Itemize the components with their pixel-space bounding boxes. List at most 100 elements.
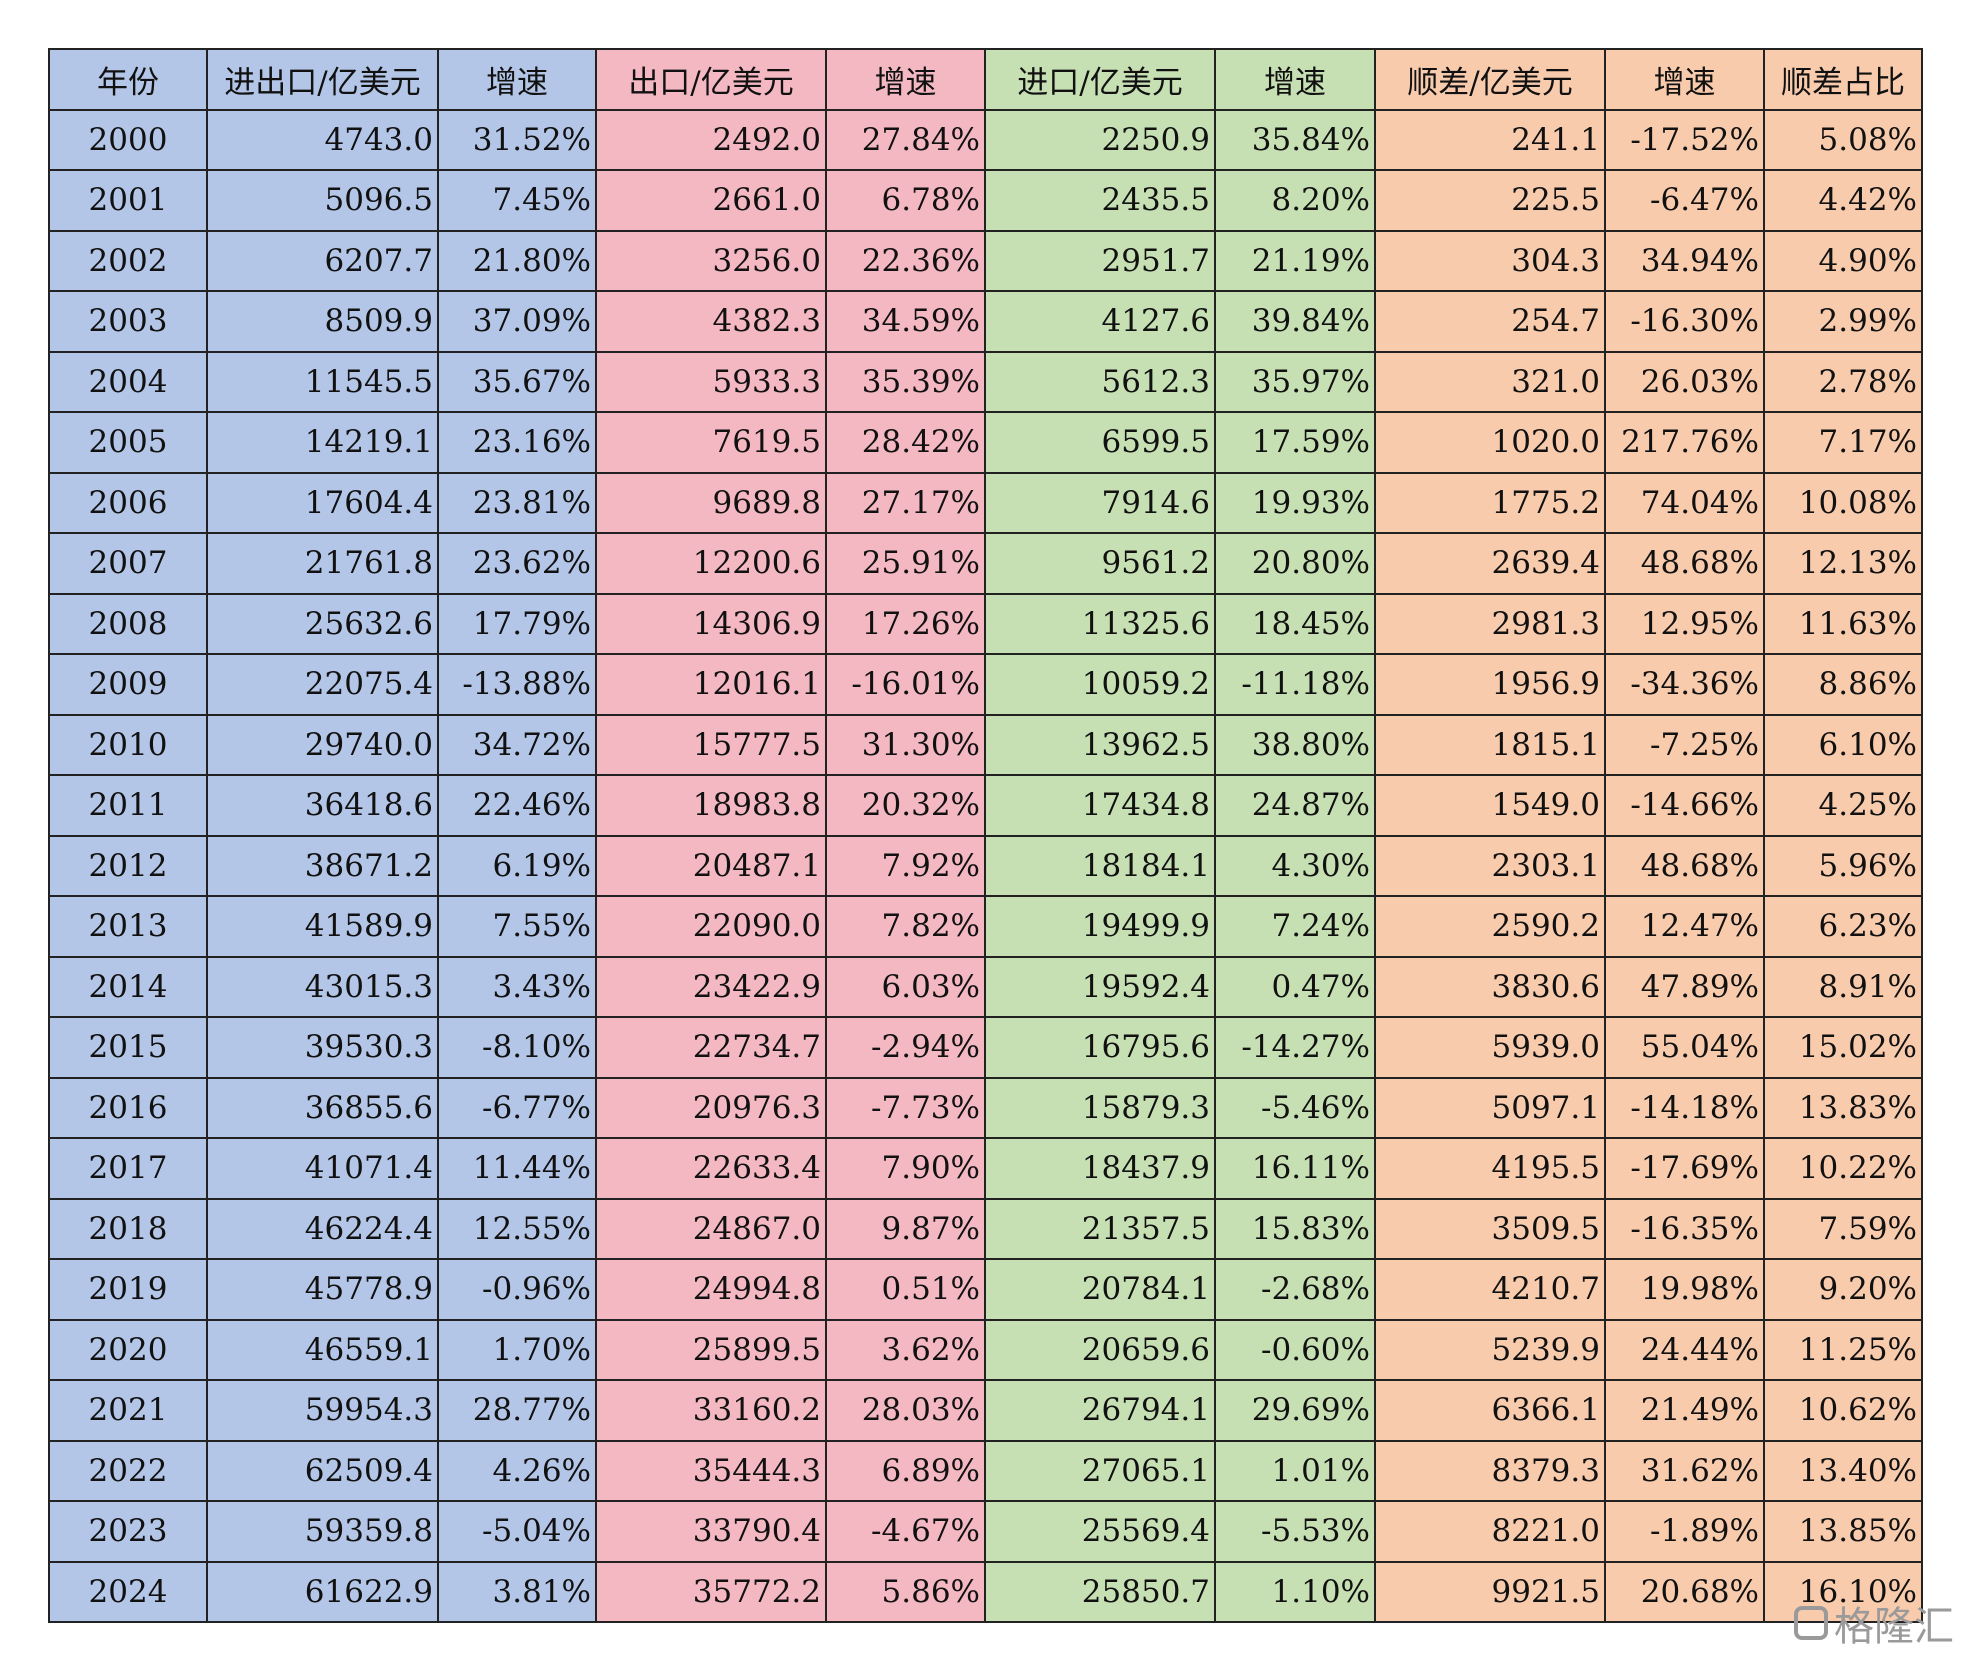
table-row: 2008 25632.6 17.79% 14306.9 17.26% 11325.6 18.… bbox=[48, 592, 1923, 655]
watermark: 格隆汇 bbox=[1794, 1594, 1954, 1652]
table-row: 2002 6207.7 21.80% 3256.0 22.36% 2951.7 21.19%… bbox=[48, 229, 1923, 292]
table-cell: 34.94% bbox=[1604, 229, 1765, 292]
table-cell: 18.45% bbox=[1214, 592, 1376, 655]
table-cell: 25632.6 bbox=[206, 592, 439, 655]
table-cell: 26794.1 bbox=[984, 1379, 1216, 1442]
table-cell: 1020.0 bbox=[1374, 411, 1606, 474]
table-cell: -5.53% bbox=[1214, 1500, 1376, 1563]
table-row: 2017 41071.4 11.44% 22633.4 7.90% 18437.9 16.1… bbox=[48, 1137, 1923, 1200]
table-cell: -16.01% bbox=[825, 653, 986, 716]
table-cell: 28.42% bbox=[825, 411, 986, 474]
table-cell: 2001 bbox=[48, 169, 208, 232]
table-body: 2000 4743.0 31.52% 2492.0 27.84% 2250.9 35.84%… bbox=[48, 108, 1923, 1623]
table-cell: 35.84% bbox=[1214, 108, 1376, 171]
table-cell: 34.72% bbox=[437, 713, 597, 776]
table-cell: 4.42% bbox=[1763, 169, 1923, 232]
table-cell: 6599.5 bbox=[984, 411, 1216, 474]
table-cell: 13.85% bbox=[1763, 1500, 1923, 1563]
table-cell: 48.68% bbox=[1604, 834, 1765, 897]
table-cell: 8.86% bbox=[1763, 653, 1923, 716]
table-cell: 13.40% bbox=[1763, 1439, 1923, 1502]
table-cell: 25569.4 bbox=[984, 1500, 1216, 1563]
table-cell: 8.20% bbox=[1214, 169, 1376, 232]
table-cell: 24.44% bbox=[1604, 1318, 1765, 1381]
table-cell: 12.95% bbox=[1604, 592, 1765, 655]
table-cell: 9561.2 bbox=[984, 532, 1216, 595]
header-cell: 增速 bbox=[1604, 48, 1765, 111]
table-row: 2007 21761.8 23.62% 12200.6 25.91% 9561.2 20.8… bbox=[48, 532, 1923, 595]
header-cell: 出口/亿美元 bbox=[595, 48, 827, 111]
table-cell: 9921.5 bbox=[1374, 1560, 1606, 1623]
table-cell: 4382.3 bbox=[595, 290, 827, 353]
table-cell: -0.60% bbox=[1214, 1318, 1376, 1381]
table-cell: 55.04% bbox=[1604, 1016, 1765, 1079]
table-cell: 11.25% bbox=[1763, 1318, 1923, 1381]
table-cell: 2024 bbox=[48, 1560, 208, 1623]
table-cell: 18184.1 bbox=[984, 834, 1216, 897]
table-cell: 21.49% bbox=[1604, 1379, 1765, 1442]
table-row: 2021 59954.3 28.77% 33160.2 28.03% 26794.1 29.… bbox=[48, 1379, 1923, 1442]
trade-table: 年份 进出口/亿美元 增速 出口/亿美元 增速 进口/亿美元 增速 顺差/亿美元 增速 顺差占比 … bbox=[48, 48, 1923, 1623]
table-cell: 2006 bbox=[48, 471, 208, 534]
watermark-text: 格隆汇 bbox=[1834, 1604, 1954, 1650]
table-cell: 4743.0 bbox=[206, 108, 439, 171]
table-cell: 2018 bbox=[48, 1197, 208, 1260]
table-cell: 225.5 bbox=[1374, 169, 1606, 232]
table-cell: 304.3 bbox=[1374, 229, 1606, 292]
table-cell: 0.47% bbox=[1214, 955, 1376, 1018]
table-cell: 2590.2 bbox=[1374, 895, 1606, 958]
table-cell: 2009 bbox=[48, 653, 208, 716]
table-cell: 7.82% bbox=[825, 895, 986, 958]
table-cell: 14306.9 bbox=[595, 592, 827, 655]
table-cell: 2002 bbox=[48, 229, 208, 292]
table-cell: 13.83% bbox=[1763, 1076, 1923, 1139]
table-cell: 9689.8 bbox=[595, 471, 827, 534]
table-cell: -4.67% bbox=[825, 1500, 986, 1563]
table-row: 2006 17604.4 23.81% 9689.8 27.17% 7914.6 19.93… bbox=[48, 471, 1923, 534]
table-cell: -2.68% bbox=[1214, 1258, 1376, 1321]
table-cell: -14.66% bbox=[1604, 774, 1765, 837]
table-cell: 17.26% bbox=[825, 592, 986, 655]
table-cell: 29.69% bbox=[1214, 1379, 1376, 1442]
table-cell: -0.96% bbox=[437, 1258, 597, 1321]
table-row: 2001 5096.5 7.45% 2661.0 6.78% 2435.5 8.20% 225… bbox=[48, 169, 1923, 232]
table-cell: 7.55% bbox=[437, 895, 597, 958]
table-cell: 6.03% bbox=[825, 955, 986, 1018]
table-cell: 17604.4 bbox=[206, 471, 439, 534]
table-cell: 0.51% bbox=[825, 1258, 986, 1321]
table-cell: 24867.0 bbox=[595, 1197, 827, 1260]
table-cell: 29740.0 bbox=[206, 713, 439, 776]
table-cell: -34.36% bbox=[1604, 653, 1765, 716]
table-cell: 2981.3 bbox=[1374, 592, 1606, 655]
table-cell: 27.17% bbox=[825, 471, 986, 534]
table-cell: 7.90% bbox=[825, 1137, 986, 1200]
table-cell: 18983.8 bbox=[595, 774, 827, 837]
table-cell: -6.47% bbox=[1604, 169, 1765, 232]
table-cell: 5096.5 bbox=[206, 169, 439, 232]
table-row: 2005 14219.1 23.16% 7619.5 28.42% 6599.5 17.59… bbox=[48, 411, 1923, 474]
table-cell: 22075.4 bbox=[206, 653, 439, 716]
table-cell: 9.20% bbox=[1763, 1258, 1923, 1321]
table-cell: 18437.9 bbox=[984, 1137, 1216, 1200]
header-cell: 进口/亿美元 bbox=[984, 48, 1216, 111]
table-cell: 2492.0 bbox=[595, 108, 827, 171]
table-cell: 321.0 bbox=[1374, 350, 1606, 413]
table-cell: 2017 bbox=[48, 1137, 208, 1200]
table-row: 2009 22075.4 -13.88% 12016.1 -16.01% 10059.2-… bbox=[48, 653, 1923, 716]
table-cell: 35.97% bbox=[1214, 350, 1376, 413]
table-cell: 3.43% bbox=[437, 955, 597, 1018]
table-cell: 7.92% bbox=[825, 834, 986, 897]
table-cell: 22734.7 bbox=[595, 1016, 827, 1079]
table-cell: 16.10% bbox=[1763, 1560, 1923, 1623]
table-cell: -7.73% bbox=[825, 1076, 986, 1139]
table-cell: 8221.0 bbox=[1374, 1500, 1606, 1563]
table-cell: 26.03% bbox=[1604, 350, 1765, 413]
table-cell: 2003 bbox=[48, 290, 208, 353]
table-cell: -17.52% bbox=[1604, 108, 1765, 171]
table-cell: 20.32% bbox=[825, 774, 986, 837]
watermark-icon bbox=[1794, 1606, 1828, 1640]
table-cell: 19499.9 bbox=[984, 895, 1216, 958]
table-cell: 25850.7 bbox=[984, 1560, 1216, 1623]
table-cell: 19.93% bbox=[1214, 471, 1376, 534]
table-cell: 28.03% bbox=[825, 1379, 986, 1442]
